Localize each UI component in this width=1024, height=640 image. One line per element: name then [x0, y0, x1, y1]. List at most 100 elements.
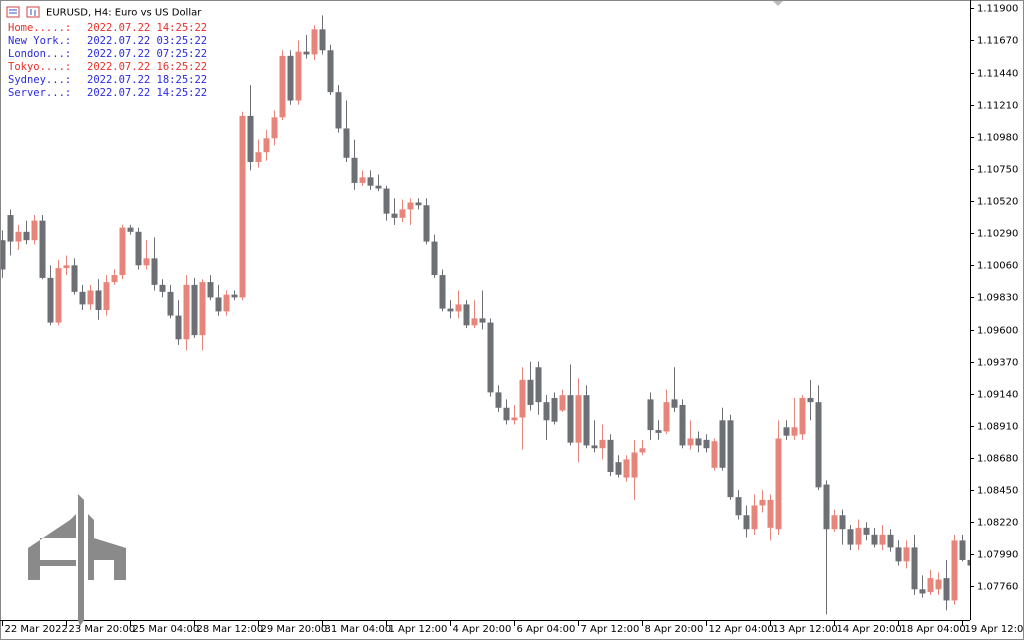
y-tick-label: 1.08910 [977, 422, 1018, 433]
candle-body [343, 128, 350, 158]
candle-body [111, 275, 118, 283]
x-tick-label: 6 Apr 04:00 [517, 624, 576, 635]
candle-body [439, 275, 446, 309]
candle-body [239, 115, 246, 298]
candle-body [47, 277, 54, 323]
candle-body [951, 540, 958, 601]
candle-body [935, 579, 942, 590]
x-tick-label: 12 Apr 04:00 [709, 624, 774, 635]
candle-body [807, 397, 814, 403]
candle-body [919, 589, 926, 594]
candle-body [471, 318, 478, 326]
x-tick-label: 14 Apr 20:00 [837, 624, 902, 635]
x-tick-label: 13 Apr 12:00 [773, 624, 838, 635]
y-tick-label: 1.08680 [977, 454, 1018, 465]
candle-body [375, 185, 382, 189]
clock-label: Home.....: [8, 22, 71, 34]
candle-body [15, 231, 22, 242]
candle-body [711, 441, 718, 468]
x-tick-label: 18 Apr 04:00 [901, 624, 966, 635]
shift-marker [773, 1, 783, 6]
candle-body [31, 220, 38, 241]
chart-title: EURUSD, H4: Euro vs US Dollar [46, 8, 202, 19]
candle-body [943, 578, 950, 601]
candle-body [199, 282, 206, 336]
candle-body [143, 258, 150, 266]
candle-body [463, 304, 470, 326]
y-tick-label: 1.11900 [977, 4, 1018, 15]
candle-body [151, 258, 158, 285]
x-tick-label: 23 Mar 20:00 [69, 624, 136, 635]
candle-body [623, 459, 630, 478]
candle-body [583, 395, 590, 446]
candle-body [511, 417, 518, 421]
clock-label: Tokyo....: [8, 61, 71, 73]
candle-body [263, 138, 270, 153]
clock-panel: Home.....: 2022.07.22 14:25:22 New York.: 2… [8, 22, 207, 99]
candle-body [663, 402, 670, 432]
candle-body [743, 515, 750, 530]
candle-body [567, 395, 574, 443]
candle-body [791, 427, 798, 436]
candle-body [823, 484, 830, 530]
candle-body [719, 420, 726, 468]
candle-body [231, 294, 238, 298]
candle-body [535, 367, 542, 403]
candle-body [255, 152, 262, 162]
candle-body [855, 527, 862, 545]
candle-body [391, 213, 398, 218]
candle-body [959, 540, 966, 560]
axes: 1.11900 1.11670 1.11440 1.11210 1.10980 1.107… [2, 4, 1024, 635]
candle-body [39, 220, 46, 278]
candle-body [447, 308, 454, 312]
clock-time: 2022.07.22 14:25:22 [87, 87, 207, 99]
candle-body [279, 55, 286, 118]
candle-body [223, 294, 230, 312]
candle-body [95, 290, 102, 310]
y-tick-label: 1.09140 [977, 390, 1018, 401]
candle-body [87, 290, 94, 305]
y-tick-label: 1.07760 [977, 582, 1018, 593]
clock-label: Sydney...: [8, 74, 71, 86]
plot-area [1, 15, 970, 615]
candle-body [775, 438, 782, 530]
candle-body [863, 527, 870, 535]
clock-time: 2022.07.22 07:25:22 [87, 48, 207, 60]
symbol-icons [6, 6, 40, 18]
candle-body [7, 215, 14, 242]
candle-body [543, 402, 550, 421]
x-tick-label: 19 Apr 12:00 [965, 624, 1024, 635]
candle-body [423, 205, 430, 242]
clock-time: 2022.07.22 18:25:22 [87, 74, 207, 86]
x-tick-label: 4 Apr 20:00 [453, 624, 512, 635]
candle-body [679, 404, 686, 446]
candle-body [519, 379, 526, 418]
candle-body [527, 379, 534, 405]
candle-body [383, 188, 390, 214]
candle-body [63, 265, 70, 269]
candle-body [127, 227, 134, 232]
candle-body [551, 397, 558, 422]
y-tick-label: 1.08220 [977, 518, 1018, 529]
y-tick-label: 1.09830 [977, 293, 1018, 304]
clock-time: 2022.07.22 14:25:22 [87, 22, 207, 34]
candle-body [159, 284, 166, 292]
candle-body [695, 438, 702, 446]
y-tick-label: 1.08450 [977, 486, 1018, 497]
y-tick-label: 1.10290 [977, 229, 1018, 240]
candle-body [911, 547, 918, 590]
candle-body [599, 439, 606, 449]
candle-body [79, 291, 86, 305]
candle-body [575, 395, 582, 443]
candle-body [591, 445, 598, 449]
candle-body [887, 534, 894, 548]
candle-body [759, 499, 766, 506]
candle-body [751, 505, 758, 530]
candle-body [415, 202, 422, 206]
candle-body [247, 115, 254, 162]
candle-body [55, 268, 62, 323]
candle-body [815, 402, 822, 488]
candle-body [215, 297, 222, 312]
candle-body [799, 397, 806, 435]
y-tick-label: 1.11670 [977, 36, 1018, 47]
